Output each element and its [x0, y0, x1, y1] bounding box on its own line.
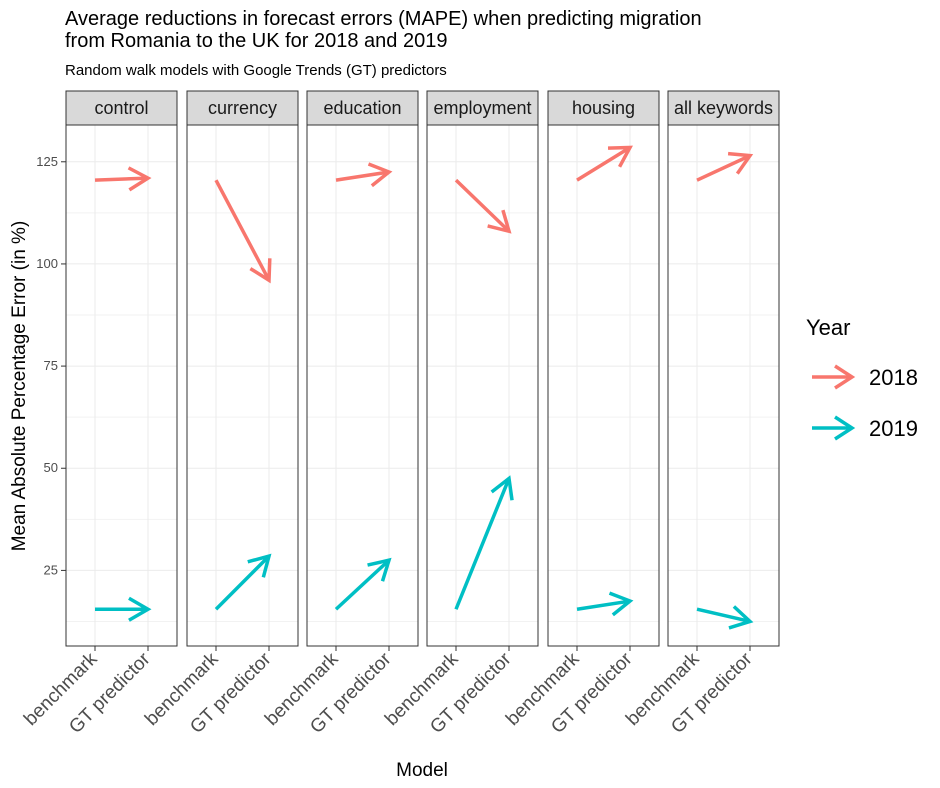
arrow-head-2019	[608, 591, 634, 617]
facet-label: housing	[572, 98, 635, 118]
arrow-head-2018	[607, 145, 633, 168]
facet-strip	[186, 90, 299, 126]
arrow-shaft-2019	[696, 607, 751, 624]
panel-border	[426, 124, 539, 647]
chart-title-line-2: from Romania to the UK for 2018 and 2019	[65, 30, 448, 52]
y-tick-label: 100	[36, 256, 58, 271]
facet-label: education	[323, 98, 401, 118]
facet-strip	[306, 90, 419, 126]
legend-label: 2018	[869, 365, 918, 390]
facet-label: control	[94, 98, 148, 118]
arrow-head-2019	[367, 557, 392, 582]
chart-title: Average reductions in forecast errors (M…	[65, 8, 825, 52]
arrow-head-2019	[128, 596, 152, 622]
legend-label: 2019	[869, 416, 918, 441]
arrow-shaft-2019	[214, 554, 271, 611]
arrow-shaft-2019	[334, 558, 391, 611]
arrow-shaft-2018	[696, 154, 751, 182]
chart-title-line-1: Average reductions in forecast errors (M…	[65, 8, 702, 30]
y-tick-label: 25	[44, 562, 58, 577]
arrow-head-2018	[249, 258, 272, 284]
facet-label: currency	[208, 98, 277, 118]
arrow-shaft-2018	[335, 170, 390, 182]
y-tick-label: 125	[36, 154, 58, 169]
facet-label: employment	[433, 98, 531, 118]
facet-strip	[667, 90, 780, 126]
facet-strip	[65, 90, 178, 126]
arrow-shaft-2019	[454, 477, 511, 610]
panel-border	[547, 124, 660, 647]
arrow-head-2019	[490, 475, 514, 501]
panel-border	[667, 124, 780, 647]
arrow-head-2018	[487, 209, 512, 234]
arrow-head-2018	[367, 162, 393, 188]
y-tick-label: 50	[44, 460, 58, 475]
chart-subtitle: Random walk models with Google Trends (G…	[65, 62, 447, 79]
panel-border	[186, 124, 299, 647]
y-axis-title: Mean Absolute Percentage Error (in %)	[9, 221, 30, 552]
arrow-shaft-2018	[214, 179, 271, 282]
arrow-head-2019	[247, 553, 272, 578]
y-tick-label: 75	[44, 358, 58, 373]
legend-title: Year	[806, 315, 850, 340]
facet-strip	[547, 90, 660, 126]
arrow-head-2018	[127, 166, 152, 192]
panel-border	[65, 124, 178, 647]
legend-key-head	[834, 364, 856, 390]
arrow-shaft-2018	[576, 145, 631, 182]
arrow-shaft-2018	[454, 178, 511, 233]
panel-border	[306, 124, 419, 647]
arrow-head-2019	[728, 605, 754, 630]
legend-key-head	[834, 415, 856, 441]
facet-strip	[426, 90, 539, 126]
facet-label: all keywords	[674, 98, 773, 118]
arrow-shaft-2019	[576, 599, 631, 611]
arrow-head-2018	[727, 151, 754, 175]
x-axis-title: Model	[396, 760, 448, 781]
arrow-shaft-2018	[94, 176, 149, 182]
